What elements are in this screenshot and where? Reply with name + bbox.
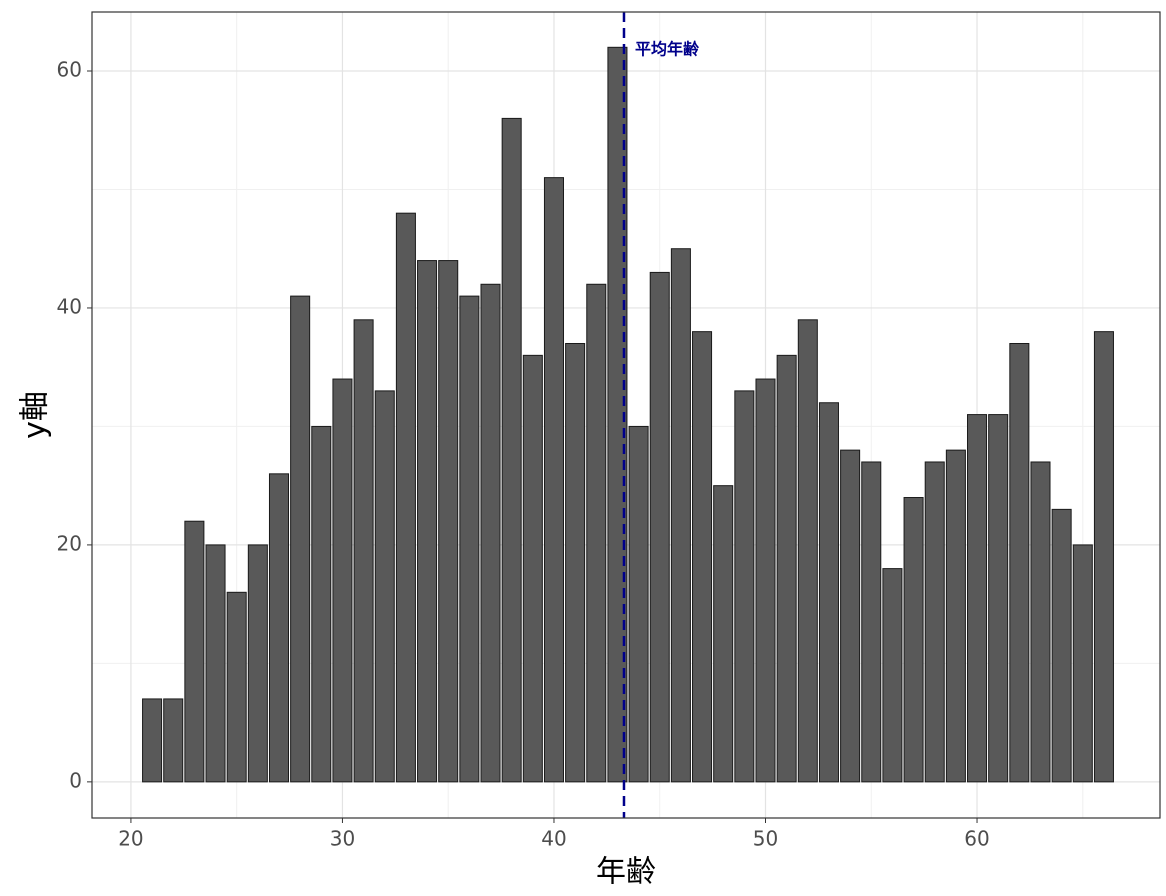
bar — [903, 497, 924, 783]
y-tick-label: 0 — [69, 768, 82, 792]
x-tick-label: 60 — [964, 827, 989, 851]
bar — [1051, 508, 1072, 783]
bar — [332, 378, 353, 783]
bar — [713, 485, 734, 783]
bar — [649, 271, 670, 783]
bar — [924, 461, 945, 783]
bar — [1030, 461, 1051, 783]
bar — [395, 212, 416, 783]
mean-label: 平均年齢 — [635, 40, 700, 59]
bar — [1093, 331, 1114, 783]
bar — [586, 283, 607, 783]
bar — [776, 354, 797, 783]
bar — [607, 46, 628, 783]
bar — [861, 461, 882, 783]
bar — [480, 283, 501, 783]
bar — [755, 378, 776, 783]
bar — [353, 319, 374, 783]
x-tick-label: 20 — [118, 827, 143, 851]
x-tick-label: 30 — [330, 827, 355, 851]
marks: 平均年齢 — [142, 12, 1114, 818]
bar — [797, 319, 818, 783]
bar — [734, 390, 755, 783]
bar — [840, 449, 861, 783]
y-tick-label: 20 — [57, 531, 82, 555]
bar — [692, 331, 713, 783]
bar — [967, 414, 988, 783]
panel-border — [91, 11, 1161, 819]
bar — [417, 260, 438, 783]
bar — [290, 295, 311, 783]
y-tick-label: 60 — [57, 58, 82, 82]
bar — [311, 425, 332, 783]
bar — [184, 520, 205, 783]
bar — [501, 117, 522, 783]
y-tick-label: 40 — [57, 294, 82, 318]
bar — [459, 295, 480, 783]
bar — [374, 390, 395, 783]
bar — [945, 449, 966, 783]
bar — [1072, 544, 1093, 783]
y-axis-title: y軸 — [18, 391, 53, 439]
bar — [565, 342, 586, 783]
bar — [882, 568, 903, 783]
bar — [226, 591, 247, 783]
bar — [163, 698, 184, 783]
x-tick-label: 40 — [541, 827, 566, 851]
bar — [268, 473, 290, 783]
bar — [543, 177, 564, 783]
bar — [988, 414, 1009, 783]
bar — [818, 402, 839, 783]
bar — [670, 248, 691, 783]
bar — [247, 544, 268, 783]
x-tick-label: 50 — [753, 827, 778, 851]
bar — [438, 260, 459, 783]
bar — [142, 698, 163, 783]
bar — [628, 425, 649, 783]
x-axis-title: 年齢 — [596, 855, 656, 890]
bar — [522, 354, 543, 783]
bar — [1009, 342, 1030, 783]
bar — [205, 544, 226, 783]
